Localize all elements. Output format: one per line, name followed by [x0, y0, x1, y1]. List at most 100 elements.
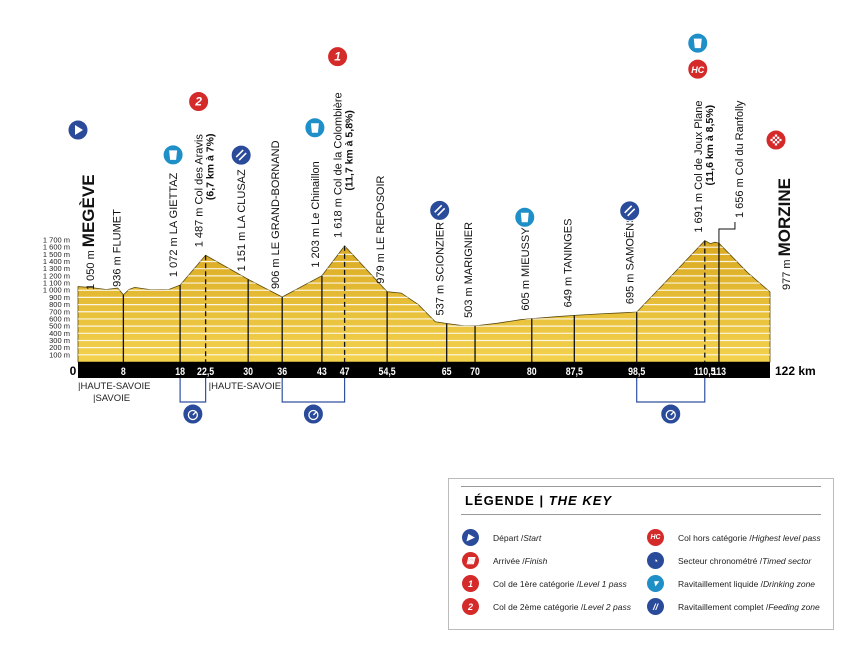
- place-name: LE GRAND-BORNAND: [270, 140, 282, 255]
- department-label: |HAUTE-SAVOIE: [209, 381, 282, 392]
- legend-label-en: Drinking zone: [763, 578, 816, 589]
- legend-label-fr: Ravitaillement liquide /: [678, 578, 764, 589]
- cat2-icon: 2: [188, 90, 210, 112]
- legend-label-fr: Secteur chronométré /: [678, 555, 763, 566]
- legend-label-en: Level 2 pass: [583, 601, 631, 612]
- climb-detail: (11,7 km à 5,8%): [344, 110, 356, 191]
- place-name: Col du Ranfolly: [734, 100, 746, 175]
- place-name: Col de la Colombière: [333, 92, 345, 195]
- legend-item-cat2: 2 Col de 2ème catégorie / Level 2 pass: [462, 598, 631, 615]
- legend-label-en: Finish: [524, 555, 548, 566]
- play-glyph: [75, 125, 83, 135]
- y-tick-label: 1 300 m: [43, 264, 70, 273]
- icon-circle: [188, 90, 210, 112]
- legend-item-drink: ▾ Ravitaillement liquide / Drinking zone: [647, 575, 815, 592]
- slash: [437, 207, 446, 216]
- waypoint-8: 979 m LE REPOSOIR: [375, 175, 388, 362]
- drink-icon: [514, 206, 536, 228]
- waypoint-label: 906 m LE GRAND-BORNAND: [270, 140, 282, 289]
- x-tick-label: 43: [317, 366, 327, 378]
- waypoint-label: 979 m LE REPOSOIR: [375, 175, 387, 283]
- altitude-label: 979 m: [375, 250, 387, 284]
- checker: [772, 136, 775, 139]
- finish-icon: ▦: [462, 552, 479, 569]
- y-tick-label: 500 m: [49, 322, 70, 331]
- waypoint-label: 1 487 m Col des Aravis: [194, 134, 206, 248]
- place-name: SCIONZIER: [435, 222, 447, 282]
- altitude-label: 649 m: [562, 274, 574, 307]
- waypoint-12: 649 m TANINGES: [562, 219, 575, 362]
- slash: [627, 208, 636, 217]
- slash: [235, 149, 244, 158]
- x-tick-label: 87,5: [566, 366, 584, 378]
- altitude-label: 1 203 m: [310, 225, 322, 268]
- altitude-label: 906 m: [270, 255, 282, 289]
- y-tick-label: 1 000 m: [43, 286, 70, 295]
- x-tick-label: 18: [175, 366, 185, 378]
- waypoint-13: 695 m SAMOËNS: [619, 200, 641, 362]
- y-tick-label: 600 m: [49, 314, 70, 323]
- y-tick-label: 100 m: [49, 350, 70, 359]
- waypoint-0: 1 050 m MEGÈVE: [67, 119, 98, 290]
- timed-sector-bracket: [281, 378, 346, 403]
- clock-hand: [192, 411, 197, 416]
- x-tick-label: 70: [470, 366, 480, 378]
- altitude-label: 1 691 m: [693, 190, 705, 233]
- waypoint-label: 695 m SAMOËNS: [625, 215, 637, 304]
- timed-icon: ◔: [647, 552, 664, 569]
- waypoint-label: 1 656 m Col du Ranfolly: [734, 100, 746, 218]
- elevation-profile-area: [77, 240, 771, 363]
- altitude-label: 1 151 m: [236, 229, 248, 272]
- checker: [774, 134, 778, 137]
- legend-label-en: Level 1 pass: [579, 578, 627, 589]
- altitude-label: 1 050 m: [85, 247, 97, 290]
- icon-circle: [182, 403, 204, 425]
- legend-label-fr: Col de 2ème catégorie /: [493, 601, 584, 612]
- legend-label-fr: Arrivée /: [493, 555, 525, 566]
- timed-icon: [302, 403, 324, 425]
- place-name: LA GIETTAZ: [168, 172, 180, 234]
- start-icon: [67, 119, 89, 141]
- altitude-label: 1 072 m: [168, 234, 180, 277]
- drink-icon: [162, 144, 184, 166]
- clock-hand: [670, 411, 675, 416]
- altitude-label: 537 m: [435, 282, 447, 316]
- waypoint-14: 1 691 m Col de Joux Plane (11,6 km à 8,5%…: [687, 32, 716, 362]
- place-name: Col de Joux Plane: [693, 101, 705, 190]
- place-name: MARIGNIER: [463, 222, 475, 284]
- x-tick-label: 0: [70, 364, 77, 378]
- cup-glyph: [693, 38, 702, 49]
- cat1-icon: 1: [462, 575, 479, 592]
- x-tick-label: 54,5: [379, 366, 397, 378]
- climb-detail: (11,6 km à 8,5%): [704, 105, 716, 186]
- y-tick-label: 1 200 m: [43, 271, 70, 280]
- place-name: TANINGES: [562, 219, 574, 274]
- waypoint-15: 1 656 m Col du Ranfolly: [718, 100, 746, 362]
- y-tick-label: 200 m: [49, 343, 70, 352]
- climb-detail: (6,7 km à 7%): [205, 134, 217, 201]
- waypoint-6: 1 203 m Le Chinaillon: [304, 117, 326, 362]
- x-tick-label: 36: [277, 366, 287, 378]
- timed-icon: [182, 403, 204, 425]
- icon-circle: [302, 403, 324, 425]
- altitude-label: 936 m: [111, 253, 123, 287]
- place-name: LE REPOSOIR: [375, 175, 387, 250]
- waypoint-9: 537 m SCIONZIER: [429, 199, 451, 362]
- place-name: Le Chinaillon: [310, 161, 322, 225]
- clock: [187, 409, 199, 421]
- waypoint-4: 1 151 m LA CLUSAZ: [230, 144, 252, 362]
- legend-item-finish: ▦ Arrivée / Finish: [462, 552, 547, 569]
- waypoint-10: 503 m MARIGNIER: [463, 222, 476, 362]
- slash: [434, 204, 443, 213]
- y-tick-label: 1 500 m: [43, 250, 70, 259]
- x-tick-label: 65: [442, 366, 452, 378]
- finish-icon: [765, 129, 787, 151]
- hc-icon: HC: [647, 529, 664, 546]
- x-tick-label: 98,5: [628, 366, 646, 378]
- legend-item-feed: // Ravitaillement complet / Feeding zone: [647, 598, 820, 615]
- waypoint-label: 649 m TANINGES: [562, 219, 574, 308]
- checker: [779, 138, 782, 142]
- icon-circle: [687, 58, 709, 80]
- legend-label-fr: Départ /: [493, 532, 524, 543]
